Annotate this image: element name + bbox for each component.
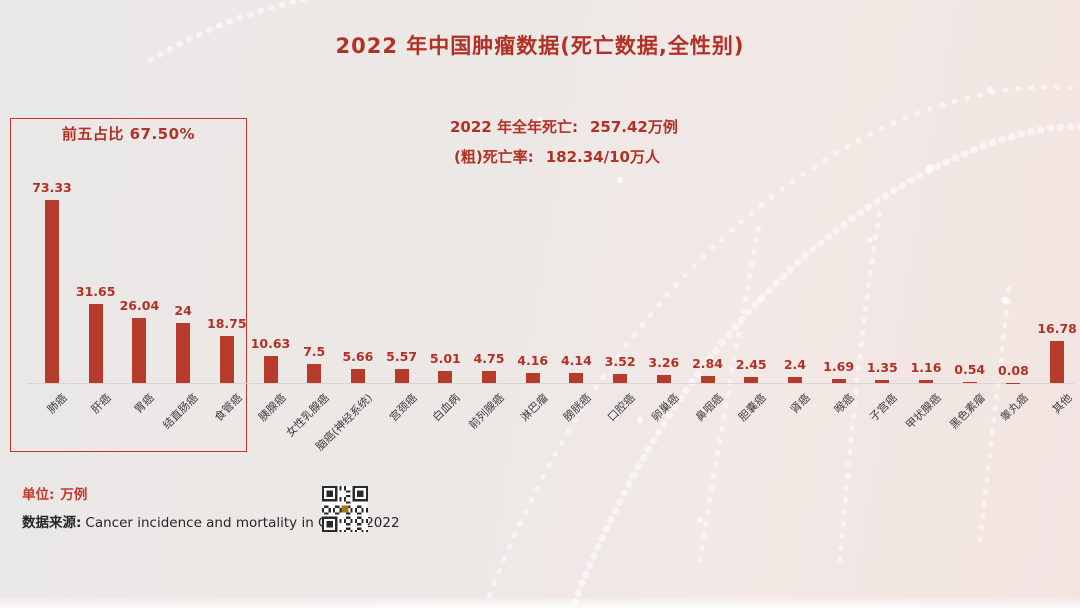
bar [613,374,628,383]
bar-value-label: 1.69 [823,358,855,374]
bar [438,370,453,383]
bar-category-label: 胆囊癌 [736,391,769,424]
bar-category-label: 膀胱癌 [561,391,595,424]
data-source-note: 数据来源: Cancer incidence and mortality in C… [22,511,400,531]
bar [350,368,365,383]
bar-category-label: 肾癌 [787,391,813,417]
bar-value-label: 2.45 [735,356,767,372]
bar [263,356,278,383]
bar-category-label: 胰腺癌 [255,391,289,424]
bar [88,303,103,383]
bar-category-label: 卵巢癌 [648,391,682,424]
summary-stats: 2022 年全年死亡: 257.42万例 (粗)死亡率: 182.34/10万人 [450,116,678,176]
bar-value-label: 18.75 [207,316,247,332]
bar-value-label: 2.4 [783,357,806,372]
bottom-fade [0,596,1080,608]
bar [1050,341,1065,383]
bar [875,379,890,383]
bar [482,371,496,383]
source-value: Cancer incidence and mortality in China,… [85,515,400,531]
bar [525,372,540,383]
bar-value-label: 4.14 [560,352,592,368]
bar-value-label: 0.08 [997,362,1029,378]
bar-category-label: 口腔癌 [605,391,638,424]
crude-rate-value: 182.34/10万人 [545,148,660,166]
bar-category-label: 子宫癌 [867,391,900,424]
bar [307,364,322,383]
bar-value-label: 26.04 [119,297,160,313]
bar-value-label: 1.35 [866,359,898,375]
bar-category-label: 黑色素瘤 [947,391,988,432]
bar [569,372,584,383]
unit-note: 单位: 万例 [22,483,87,503]
bar [787,377,802,383]
bar-value-label: 16.78 [1037,321,1077,336]
bar-value-label: 2.84 [692,355,723,371]
total-deaths-value: 257.42万例 [589,118,678,136]
bar-category-label: 睾丸癌 [998,391,1032,424]
bar [45,199,59,383]
bar [394,369,409,383]
source-label: 数据来源: [22,515,82,531]
bar-category-label: 其他 [1049,391,1075,417]
total-deaths-line: 2022 年全年死亡: 257.42万例 [450,116,678,137]
bar-value-label: 3.52 [604,354,636,370]
bar [700,375,715,383]
bar [744,376,759,383]
unit-label: 单位: [22,487,55,503]
bar-value-label: 3.26 [648,354,680,370]
bar-value-label: 31.65 [75,283,116,299]
bar-value-label: 73.33 [32,179,72,195]
bar-value-label: 10.63 [250,336,291,352]
total-deaths-label: 2022 年全年死亡: [450,118,578,136]
crude-rate-label: (粗)死亡率: [454,148,534,166]
bar-value-label: 1.16 [910,360,942,376]
bar-category-label: 宫颈癌 [386,391,420,424]
x-axis-line [28,383,1074,384]
bar-category-label: 鼻咽癌 [692,391,726,424]
bar [176,323,191,383]
bar-value-label: 7.5 [303,344,326,360]
bar-value-label: 5.57 [386,349,418,365]
bar-category-label: 喉癌 [831,391,857,417]
bar-value-label: 0.54 [954,361,986,377]
unit-value: 万例 [60,487,88,503]
bar-value-label: 5.01 [429,350,461,366]
bar-category-label: 淋巴瘤 [517,391,551,424]
bar-value-label: 4.16 [517,352,549,368]
bar-category-label: 甲状腺癌 [903,391,944,432]
page-title: 2022 年中国肿瘤数据(死亡数据,全性别) [335,34,745,58]
bar [219,336,234,383]
bar [132,317,147,383]
bar [656,374,671,383]
bar-category-label: 白血病 [430,391,463,424]
bar-category-label: 前列腺癌 [466,391,507,432]
bar-value-label: 5.66 [342,348,374,364]
bar [919,380,933,383]
bar-value-label: 4.75 [473,351,505,367]
bar [1006,382,1021,383]
top5-share-label: 前五占比 67.50% [61,125,196,143]
bar [962,381,977,383]
qr-code [322,486,368,532]
top5-highlight-box: 前五占比 67.50% [10,118,247,452]
bar [831,378,846,383]
crude-rate-line: (粗)死亡率: 182.34/10万人 [450,146,678,167]
bar-value-label: 24 [174,303,192,318]
